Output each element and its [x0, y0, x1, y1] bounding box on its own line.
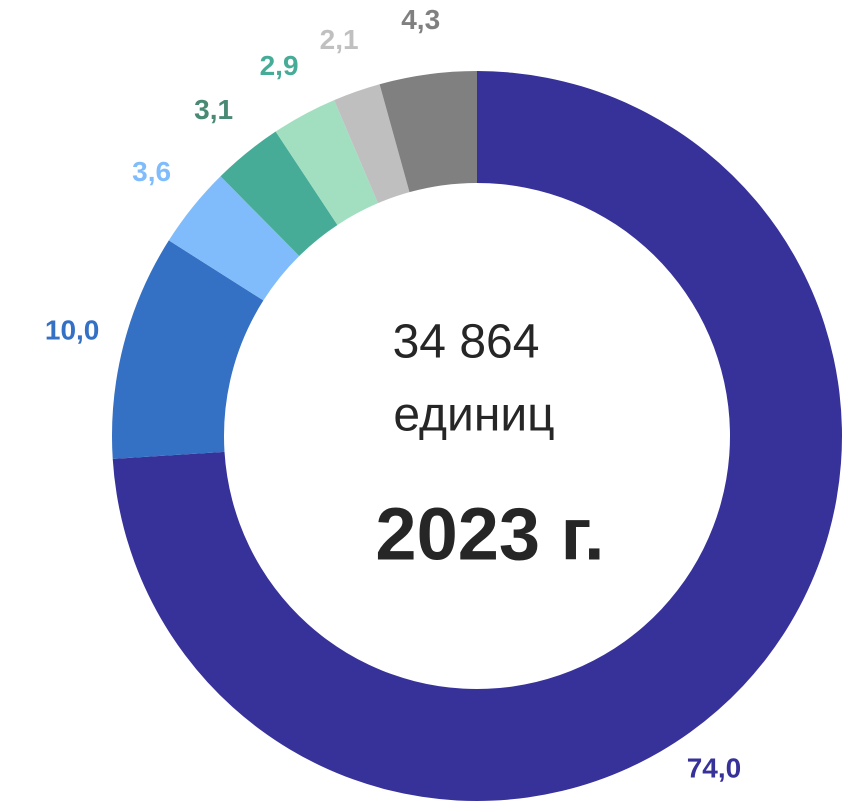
slice [168, 176, 300, 301]
data-label: 3,6 [132, 156, 171, 187]
data-label: 74,0 [687, 753, 742, 784]
center-unit: единиц [393, 389, 554, 442]
slice [112, 240, 264, 459]
data-label: 2,1 [320, 24, 359, 55]
slice [379, 71, 477, 193]
center-total: 34 864 [393, 316, 540, 369]
data-label: 4,3 [401, 4, 440, 35]
data-label: 2,9 [260, 50, 299, 81]
slice [220, 131, 338, 256]
slice [275, 100, 378, 225]
data-label: 10,0 [45, 314, 100, 345]
data-label: 3,1 [194, 94, 233, 125]
slice [334, 84, 410, 204]
chart-title: 2023 г. [375, 493, 604, 576]
slice [112, 71, 843, 801]
